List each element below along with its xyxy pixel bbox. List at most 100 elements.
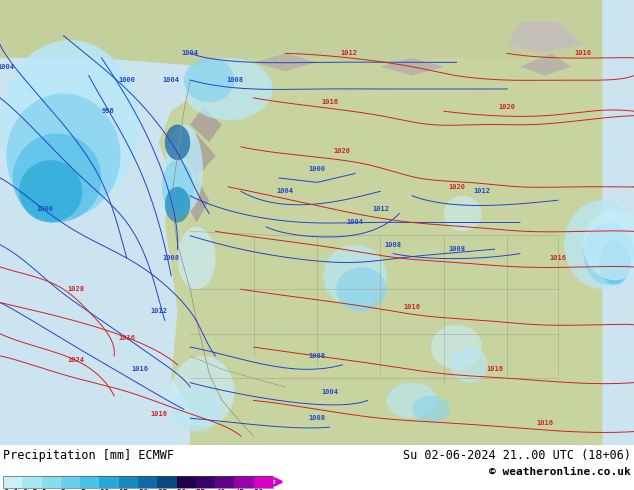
Text: 20: 20 bbox=[138, 489, 148, 490]
Text: 1000: 1000 bbox=[119, 77, 135, 83]
Polygon shape bbox=[520, 53, 571, 75]
Text: 1008: 1008 bbox=[448, 246, 465, 252]
Text: 0.5: 0.5 bbox=[22, 489, 38, 490]
Polygon shape bbox=[184, 133, 216, 178]
Text: 1000: 1000 bbox=[36, 206, 53, 212]
Bar bbox=[100, 476, 119, 488]
Text: 1004: 1004 bbox=[321, 389, 338, 394]
Ellipse shape bbox=[444, 196, 482, 231]
Bar bbox=[254, 476, 273, 488]
Bar bbox=[157, 476, 177, 488]
Ellipse shape bbox=[184, 58, 273, 120]
Text: 45: 45 bbox=[235, 489, 245, 490]
Text: 1008: 1008 bbox=[309, 415, 325, 421]
Text: 1012: 1012 bbox=[474, 188, 490, 195]
Ellipse shape bbox=[6, 94, 120, 218]
Text: 1008: 1008 bbox=[385, 242, 401, 248]
Bar bbox=[119, 476, 138, 488]
Ellipse shape bbox=[412, 396, 450, 423]
Bar bbox=[42, 476, 61, 488]
Bar bbox=[602, 0, 634, 445]
Text: Su 02-06-2024 21..00 UTC (18+06): Su 02-06-2024 21..00 UTC (18+06) bbox=[403, 448, 631, 462]
Text: 1016: 1016 bbox=[321, 99, 338, 105]
Polygon shape bbox=[507, 22, 583, 53]
Text: 1016: 1016 bbox=[150, 411, 167, 417]
Text: 35: 35 bbox=[196, 489, 206, 490]
Text: 40: 40 bbox=[215, 489, 226, 490]
Bar bbox=[3, 476, 22, 488]
Bar bbox=[196, 476, 215, 488]
Text: 1008: 1008 bbox=[163, 255, 179, 261]
Text: 1016: 1016 bbox=[486, 367, 503, 372]
Text: 1016: 1016 bbox=[131, 367, 148, 372]
Text: 0.1: 0.1 bbox=[3, 489, 19, 490]
Text: 1004: 1004 bbox=[182, 50, 198, 56]
Text: 10: 10 bbox=[100, 489, 110, 490]
Text: 1008: 1008 bbox=[309, 353, 325, 359]
Text: 1004: 1004 bbox=[347, 220, 363, 225]
Text: 15: 15 bbox=[119, 489, 129, 490]
Text: 2: 2 bbox=[61, 489, 66, 490]
Ellipse shape bbox=[165, 124, 190, 160]
Ellipse shape bbox=[583, 222, 634, 285]
Ellipse shape bbox=[564, 200, 634, 289]
Ellipse shape bbox=[19, 160, 82, 222]
Text: Precipitation [mm] ECMWF: Precipitation [mm] ECMWF bbox=[3, 448, 174, 462]
Text: 1016: 1016 bbox=[537, 419, 553, 426]
Polygon shape bbox=[184, 178, 209, 222]
Bar bbox=[80, 476, 100, 488]
Text: 1004: 1004 bbox=[0, 64, 15, 70]
Ellipse shape bbox=[162, 160, 193, 214]
Polygon shape bbox=[380, 58, 444, 75]
Ellipse shape bbox=[165, 124, 203, 214]
Polygon shape bbox=[190, 107, 222, 143]
Text: 1016: 1016 bbox=[550, 255, 566, 261]
Text: 1004: 1004 bbox=[163, 77, 179, 83]
Bar bbox=[22, 476, 42, 488]
Bar bbox=[215, 476, 235, 488]
Text: 25: 25 bbox=[157, 489, 168, 490]
Bar bbox=[0, 0, 634, 58]
Polygon shape bbox=[0, 0, 602, 67]
Text: 1024: 1024 bbox=[68, 357, 84, 364]
Text: 1016: 1016 bbox=[404, 304, 420, 310]
Ellipse shape bbox=[13, 133, 101, 222]
Text: 1000: 1000 bbox=[309, 166, 325, 172]
Ellipse shape bbox=[323, 245, 387, 307]
Text: 5: 5 bbox=[80, 489, 86, 490]
Bar bbox=[235, 476, 254, 488]
Text: 1004: 1004 bbox=[277, 188, 294, 195]
Text: 1: 1 bbox=[42, 489, 47, 490]
Bar bbox=[138, 476, 157, 488]
Ellipse shape bbox=[171, 356, 235, 427]
Ellipse shape bbox=[165, 187, 190, 222]
Polygon shape bbox=[158, 45, 602, 445]
Text: 1012: 1012 bbox=[372, 206, 389, 212]
Text: 1028: 1028 bbox=[68, 286, 84, 292]
Text: 30: 30 bbox=[177, 489, 187, 490]
Bar bbox=[3, 476, 273, 488]
Text: 1020: 1020 bbox=[448, 184, 465, 190]
Ellipse shape bbox=[171, 387, 222, 432]
Text: 1016: 1016 bbox=[119, 335, 135, 341]
Ellipse shape bbox=[184, 58, 235, 102]
Ellipse shape bbox=[336, 267, 387, 312]
Ellipse shape bbox=[450, 347, 488, 383]
Ellipse shape bbox=[599, 240, 631, 285]
Polygon shape bbox=[254, 53, 317, 71]
Text: 1016: 1016 bbox=[575, 50, 592, 56]
Text: © weatheronline.co.uk: © weatheronline.co.uk bbox=[489, 466, 631, 477]
Text: 1012: 1012 bbox=[150, 308, 167, 315]
Bar bbox=[0, 0, 190, 445]
Ellipse shape bbox=[387, 383, 437, 418]
Text: 1020: 1020 bbox=[334, 148, 351, 154]
Ellipse shape bbox=[431, 325, 482, 369]
Text: 50: 50 bbox=[254, 489, 264, 490]
Text: 996: 996 bbox=[101, 108, 114, 114]
Ellipse shape bbox=[0, 40, 139, 209]
Text: 1020: 1020 bbox=[499, 104, 515, 110]
Text: 1012: 1012 bbox=[340, 50, 357, 56]
Bar bbox=[177, 476, 196, 488]
Text: 1008: 1008 bbox=[226, 77, 243, 83]
Ellipse shape bbox=[178, 227, 216, 289]
